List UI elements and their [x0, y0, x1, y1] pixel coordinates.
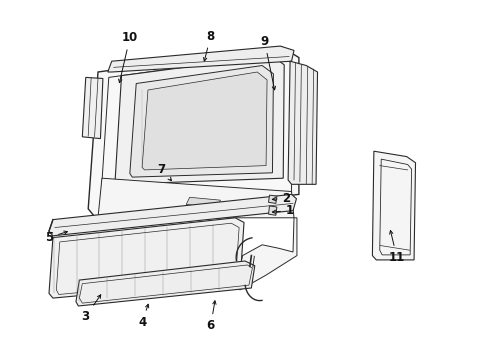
Text: 10: 10	[119, 31, 138, 83]
Text: 11: 11	[389, 230, 405, 264]
Polygon shape	[82, 77, 103, 139]
Polygon shape	[288, 61, 318, 184]
Polygon shape	[186, 197, 220, 207]
Polygon shape	[372, 151, 416, 260]
Text: 8: 8	[203, 30, 215, 61]
Polygon shape	[76, 261, 255, 306]
Text: 6: 6	[207, 301, 216, 332]
Text: 5: 5	[45, 231, 68, 244]
Polygon shape	[49, 218, 244, 298]
Polygon shape	[130, 66, 273, 177]
Polygon shape	[88, 47, 299, 218]
Text: 2: 2	[272, 192, 291, 204]
Text: 4: 4	[138, 304, 148, 329]
Text: 3: 3	[82, 295, 101, 323]
Text: 9: 9	[261, 35, 275, 90]
Polygon shape	[142, 72, 267, 170]
Text: 7: 7	[158, 163, 172, 181]
Text: 1: 1	[272, 204, 294, 217]
Polygon shape	[269, 206, 277, 215]
Polygon shape	[98, 178, 294, 218]
Polygon shape	[49, 194, 296, 236]
Polygon shape	[269, 195, 277, 203]
Polygon shape	[235, 218, 297, 290]
Polygon shape	[108, 46, 294, 72]
Polygon shape	[115, 56, 284, 184]
